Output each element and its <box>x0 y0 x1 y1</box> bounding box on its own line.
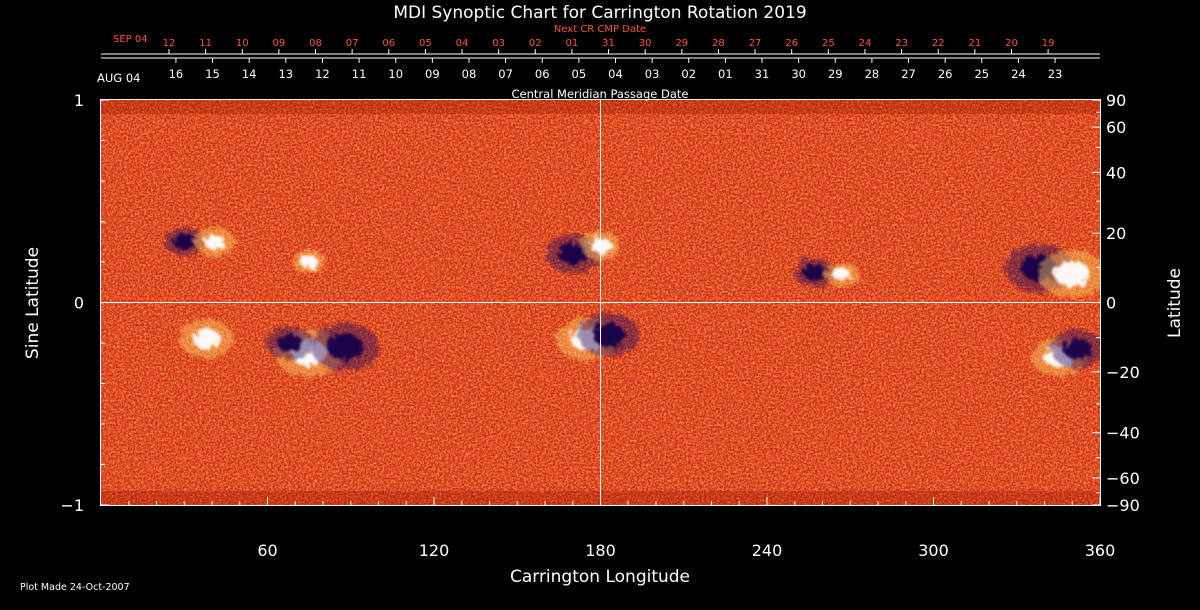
current-cr-month-label: AUG 04 <box>97 71 140 85</box>
cmp-date-label: 12 <box>315 67 330 81</box>
sine-lat-tick-label: 1 <box>74 91 84 110</box>
current-cr-date-ticks: 16 15 14 13 12 11 10 09 08 07 06 05 04 03 02 01 31 30 29 28… <box>169 58 1063 81</box>
plot-made-date: Plot Made 24-Oct-2007 <box>20 582 130 593</box>
next-cr-date-label: 10 <box>236 38 249 49</box>
magnetogram-map <box>101 100 1100 505</box>
cmp-date-label: 16 <box>169 67 184 81</box>
cmp-date-label: 04 <box>608 67 623 81</box>
next-cr-date-label: 02 <box>529 38 542 49</box>
latitude-tick-label: 60 <box>1106 118 1126 137</box>
cmp-date-label: 09 <box>425 67 440 81</box>
next-cr-date-label: 05 <box>419 38 432 49</box>
latitude-tick-label: 20 <box>1106 224 1126 243</box>
cmp-date-label: 07 <box>498 67 513 81</box>
cmp-date-label: 10 <box>388 67 403 81</box>
cmp-date-label: 28 <box>865 67 880 81</box>
positive-region <box>300 255 319 269</box>
cmp-date-label: 29 <box>828 67 843 81</box>
longitude-axis: 60 120 180 240 300 360 <box>128 497 1116 560</box>
next-cr-date-label: 22 <box>932 38 945 49</box>
next-cr-date-label: 08 <box>309 38 322 49</box>
latitude-tick-label: −60 <box>1106 469 1140 488</box>
longitude-tick-label: 60 <box>257 541 277 560</box>
latitude-tick-label: 40 <box>1106 163 1126 182</box>
cmp-date-label: 26 <box>938 67 953 81</box>
next-cr-date-label: 06 <box>382 38 395 49</box>
latitude-tick-label: −90 <box>1106 496 1140 515</box>
next-cr-date-label: 21 <box>968 38 981 49</box>
next-cr-date-label: 04 <box>456 38 469 49</box>
cmp-date-label: 24 <box>1011 67 1026 81</box>
cmp-date-label: 11 <box>352 67 367 81</box>
cmp-date-label: 15 <box>205 67 220 81</box>
next-cr-date-label: 11 <box>199 38 212 49</box>
positive-region <box>1054 261 1091 288</box>
negative-region <box>592 323 626 347</box>
latitude-axis: 90 60 40 20 0 −20 −40 −60 −90 <box>1092 91 1140 515</box>
negative-region <box>277 333 303 353</box>
cmp-date-label: 06 <box>535 67 550 81</box>
next-cr-date-label: 03 <box>492 38 505 49</box>
sine-latitude-axis: 1 0 −1 <box>60 91 109 515</box>
longitude-tick-label: 180 <box>585 541 616 560</box>
active-regions <box>163 227 1100 378</box>
crosshair <box>101 100 1100 505</box>
cmp-date-label: 01 <box>718 67 733 81</box>
latitude-axis-label: Latitude <box>1165 268 1185 338</box>
next-cr-date-ticks: 12 11 10 09 08 07 06 05 04 03 02 01 31 30 29 28 27 26 25 24… <box>163 38 1055 54</box>
longitude-tick-label: 300 <box>918 541 949 560</box>
cmp-date-label: 14 <box>242 67 257 81</box>
sine-lat-tick-label: −1 <box>60 496 84 515</box>
cmp-date-label: 13 <box>278 67 293 81</box>
cmp-date-label: 23 <box>1048 67 1063 81</box>
next-cr-date-label: 23 <box>895 38 908 49</box>
next-cr-date-label: 24 <box>859 38 872 49</box>
cmp-date-label: 27 <box>901 67 916 81</box>
next-cr-date-label: 12 <box>163 38 176 49</box>
negative-region <box>558 243 588 265</box>
next-cr-date-label: 26 <box>785 38 798 49</box>
longitude-tick-label: 360 <box>1085 541 1116 560</box>
negative-region <box>327 334 364 361</box>
next-cr-date-label: 25 <box>822 38 835 49</box>
cmp-date-label: 02 <box>681 67 696 81</box>
next-cr-month-label: SEP 04 <box>113 34 148 45</box>
negative-region <box>173 233 196 250</box>
negative-region <box>803 264 825 280</box>
latitude-tick-label: 90 <box>1106 91 1126 110</box>
cmp-date-label: 31 <box>755 67 770 81</box>
next-cr-date-label: 31 <box>602 38 615 49</box>
next-cr-date-label: 07 <box>346 38 359 49</box>
latitude-tick-label: −20 <box>1106 363 1140 382</box>
next-cr-date-label: 27 <box>749 38 762 49</box>
sine-lat-tick-label: 0 <box>74 294 84 313</box>
cmp-date-label: 30 <box>791 67 806 81</box>
latitude-tick-label: −40 <box>1106 424 1140 443</box>
longitude-tick-label: 120 <box>419 541 450 560</box>
next-cr-date-label: 30 <box>639 38 652 49</box>
longitude-axis-label: Carrington Longitude <box>510 567 690 587</box>
next-cr-date-label: 01 <box>566 38 579 49</box>
longitude-tick-label: 240 <box>752 541 783 560</box>
positive-region <box>832 267 851 281</box>
next-cr-axis-label: Next CR CMP Date <box>554 24 646 35</box>
chart-title: MDI Synoptic Chart for Carrington Rotati… <box>393 3 806 23</box>
cmp-date-label: 08 <box>462 67 477 81</box>
sine-latitude-axis-label: Sine Latitude <box>23 247 43 359</box>
cmp-date-label: 03 <box>645 67 660 81</box>
next-cr-date-label: 19 <box>1042 38 1055 49</box>
negative-region <box>1063 338 1093 360</box>
next-cr-date-label: 09 <box>273 38 286 49</box>
cmp-axis-label: Central Meridian Passage Date <box>512 87 689 101</box>
cmp-date-label: 05 <box>572 67 587 81</box>
positive-region <box>192 328 221 350</box>
next-cr-date-label: 20 <box>1005 38 1018 49</box>
cmp-date-label: 25 <box>974 67 989 81</box>
positive-region <box>203 233 226 250</box>
next-cr-date-label: 29 <box>675 38 688 49</box>
latitude-tick-label: 0 <box>1106 294 1116 313</box>
next-cr-date-label: 28 <box>712 38 725 49</box>
